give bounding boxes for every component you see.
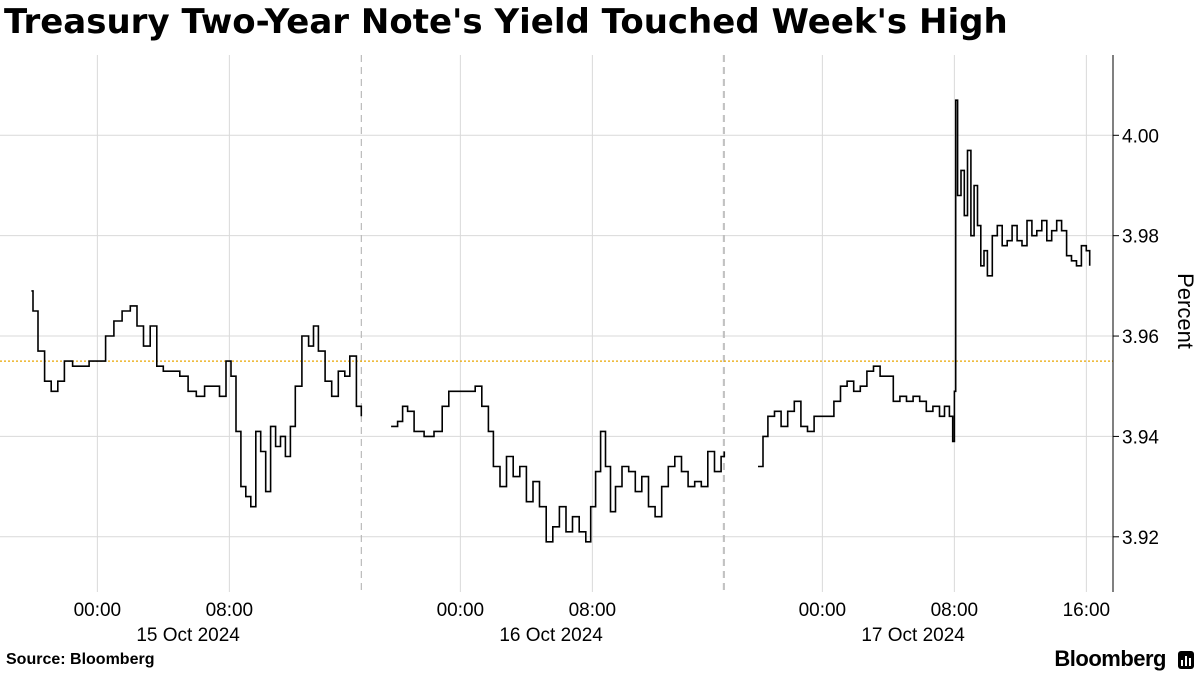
day-label: 16 Oct 2024 <box>499 625 603 646</box>
x-tick-label: 16:00 <box>1063 600 1111 621</box>
bloomberg-bar-icon <box>1178 651 1194 669</box>
x-tick-label: 00:00 <box>437 600 485 621</box>
day-label: 15 Oct 2024 <box>136 625 240 646</box>
page-title: Treasury Two-Year Note's Yield Touched W… <box>4 2 1008 42</box>
y-tick-label: 4.00 <box>1122 126 1159 147</box>
y-tick-label: 3.96 <box>1122 327 1159 348</box>
day-boundary-layer <box>360 55 725 592</box>
x-tick-label: 08:00 <box>931 600 979 621</box>
y-tick-label: 3.98 <box>1122 227 1159 248</box>
grid-layer <box>0 55 1113 592</box>
day-label: 17 Oct 2024 <box>861 625 965 646</box>
y-tick-label: 3.94 <box>1122 427 1159 448</box>
yield-series-day-3 <box>758 99 1091 468</box>
x-tick-label: 00:00 <box>74 600 122 621</box>
source-note: Source: Bloomberg <box>6 651 155 668</box>
brand-logo-text: Bloomberg <box>1054 646 1166 671</box>
y-axis-title: Percent <box>1173 273 1198 349</box>
y-axis-layer: 3.92 3.94 3.96 3.98 4.00 <box>1112 55 1159 592</box>
x-tick-label: 00:00 <box>799 600 847 621</box>
x-tick-label-layer: 00:00 08:00 00:00 08:00 00:00 08:00 16:00 <box>74 600 1111 621</box>
series-layer <box>31 99 1091 543</box>
yield-series-day-2 <box>391 385 726 543</box>
x-tick-label: 08:00 <box>206 600 254 621</box>
day-label-layer: 15 Oct 2024 16 Oct 2024 17 Oct 2024 <box>136 625 965 646</box>
x-tick-label: 08:00 <box>569 600 617 621</box>
yield-series-day-1 <box>31 290 363 508</box>
y-tick-label: 3.92 <box>1122 528 1159 549</box>
